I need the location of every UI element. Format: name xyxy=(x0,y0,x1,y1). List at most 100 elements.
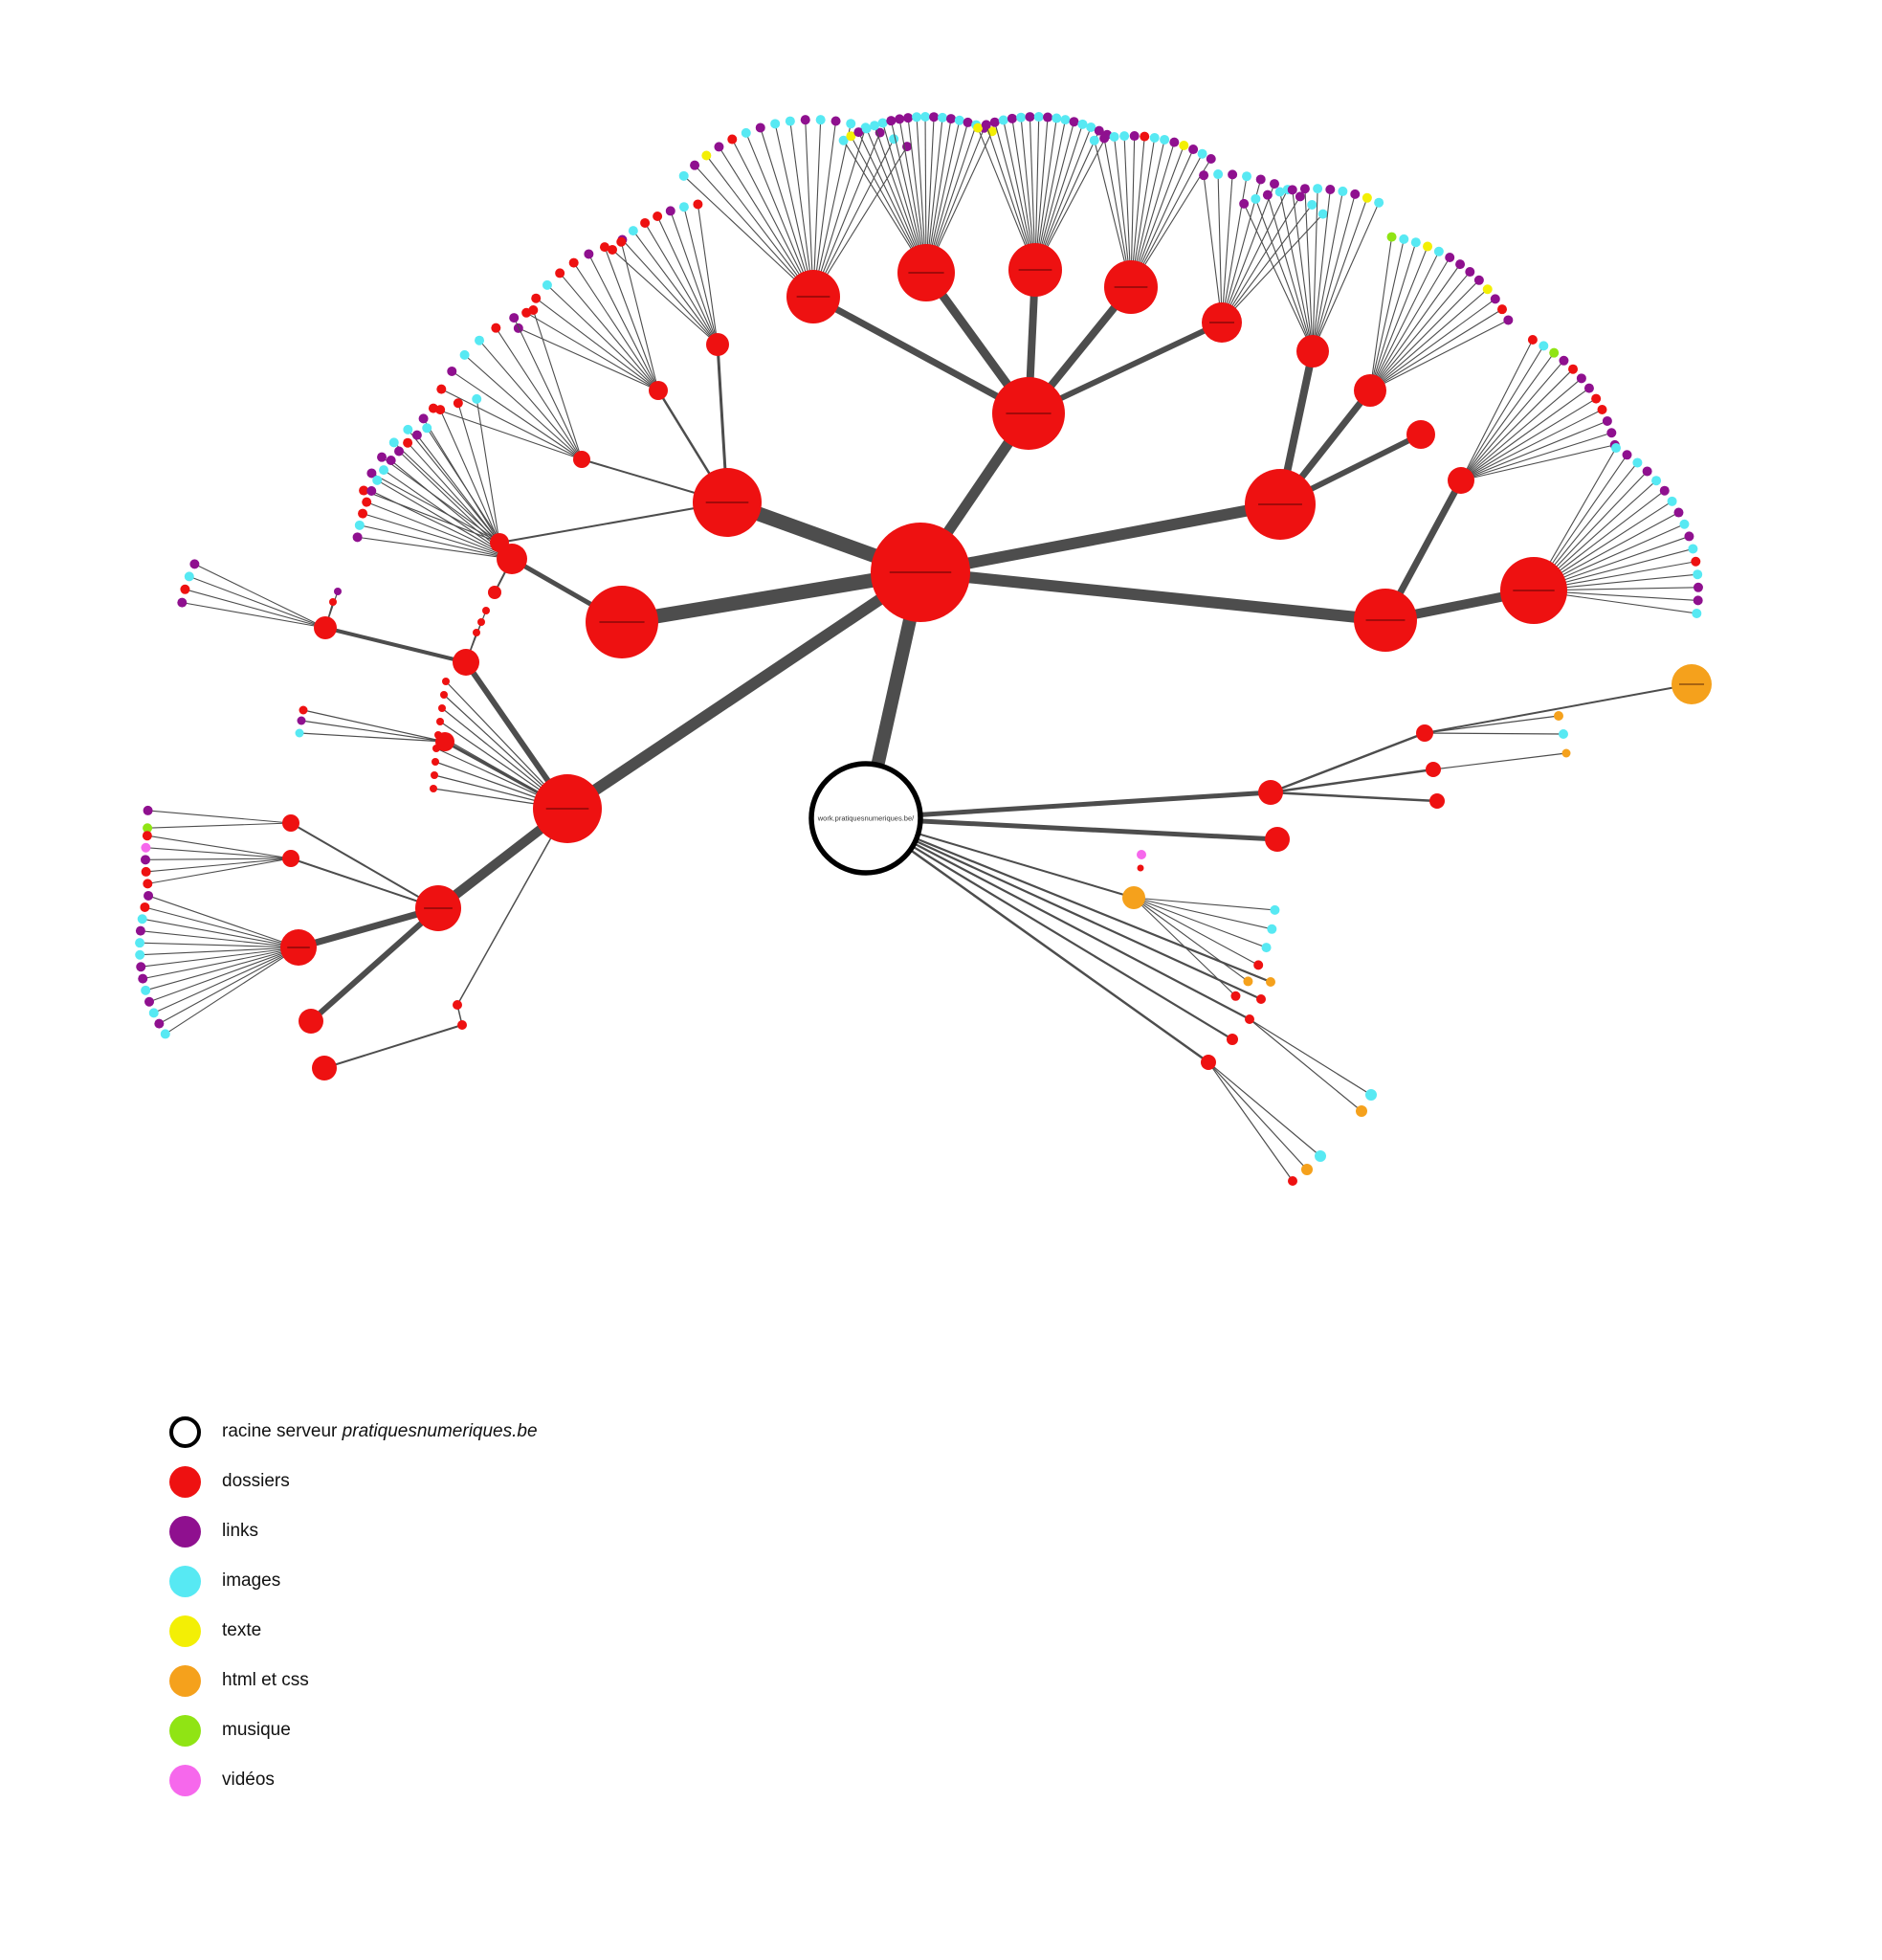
file-node-links[interactable] xyxy=(1325,184,1336,194)
file-node-html[interactable] xyxy=(1561,748,1571,758)
file-node-musique[interactable] xyxy=(1386,232,1397,242)
file-node-links[interactable] xyxy=(800,115,810,125)
file-node-images[interactable] xyxy=(1119,131,1130,142)
file-node-images[interactable] xyxy=(1060,115,1071,125)
file-node-images[interactable] xyxy=(1374,197,1384,208)
folder-node[interactable] xyxy=(453,1000,462,1010)
file-node-dossier[interactable] xyxy=(1497,304,1508,315)
folder-node[interactable] xyxy=(1296,335,1329,368)
file-node-images[interactable] xyxy=(1679,519,1690,529)
file-node-links[interactable] xyxy=(386,456,396,466)
folder-node[interactable] xyxy=(453,649,479,676)
file-node-links[interactable] xyxy=(1025,112,1035,122)
file-node-links[interactable] xyxy=(1455,259,1466,270)
file-node-links[interactable] xyxy=(1269,179,1279,189)
html-node[interactable] xyxy=(1266,977,1275,987)
file-node-images[interactable] xyxy=(1317,209,1328,219)
file-node-dossier[interactable] xyxy=(362,497,372,507)
file-node-links[interactable] xyxy=(1255,174,1266,185)
file-node-texte[interactable] xyxy=(846,131,856,142)
file-node-links[interactable] xyxy=(447,366,457,376)
folder-node[interactable] xyxy=(1258,780,1283,805)
file-node-dossier[interactable] xyxy=(436,384,447,394)
file-node-links[interactable] xyxy=(334,588,342,595)
file-node-images[interactable] xyxy=(1307,199,1317,210)
file-node-images[interactable] xyxy=(137,914,147,924)
file-node-links[interactable] xyxy=(1583,383,1594,393)
file-node-images[interactable] xyxy=(1365,1089,1377,1101)
file-node-links[interactable] xyxy=(394,446,405,457)
file-node-images[interactable] xyxy=(1338,186,1348,196)
file-node-links[interactable] xyxy=(1239,198,1250,209)
file-node-dossier[interactable] xyxy=(140,902,150,912)
file-node-dossier[interactable] xyxy=(143,879,153,889)
file-node-dossier[interactable] xyxy=(358,508,368,519)
file-node-images[interactable] xyxy=(741,127,751,138)
folder-node[interactable] xyxy=(1416,724,1433,742)
file-node-dossier[interactable] xyxy=(1230,991,1241,1001)
file-node-dossier[interactable] xyxy=(180,584,190,594)
file-node-dossier[interactable] xyxy=(727,134,738,145)
file-node-dossier[interactable] xyxy=(436,718,444,725)
file-node-links[interactable] xyxy=(886,116,897,126)
file-node-links[interactable] xyxy=(144,890,154,901)
file-node-dossier[interactable] xyxy=(528,305,539,316)
folder-node[interactable] xyxy=(299,1009,323,1034)
file-node-images[interactable] xyxy=(785,116,795,126)
root-server-node[interactable] xyxy=(808,761,923,876)
file-node-links[interactable] xyxy=(1007,113,1017,123)
file-node-links[interactable] xyxy=(1199,170,1209,181)
file-node-dossier[interactable] xyxy=(1691,556,1701,567)
file-node-links[interactable] xyxy=(154,1018,165,1029)
file-node-html[interactable] xyxy=(1554,711,1563,721)
file-node-links[interactable] xyxy=(1576,373,1586,384)
file-node-images[interactable] xyxy=(295,728,304,738)
file-node-dossier[interactable] xyxy=(403,437,413,448)
file-node-images[interactable] xyxy=(1261,943,1272,953)
file-node-dossier[interactable] xyxy=(440,691,448,699)
file-node-images[interactable] xyxy=(954,115,964,125)
file-node-dossier[interactable] xyxy=(359,485,369,496)
file-node-links[interactable] xyxy=(352,532,363,543)
file-node-images[interactable] xyxy=(354,520,365,530)
file-node-musique[interactable] xyxy=(143,823,153,834)
file-node-images[interactable] xyxy=(1539,341,1549,351)
file-node-links[interactable] xyxy=(1490,294,1500,304)
file-node-texte[interactable] xyxy=(1423,241,1433,252)
file-node-images[interactable] xyxy=(1251,193,1261,204)
file-node-links[interactable] xyxy=(1673,507,1684,518)
folder-node[interactable] xyxy=(1265,827,1290,852)
file-node-links[interactable] xyxy=(1622,450,1632,460)
file-node-links[interactable] xyxy=(853,127,864,138)
folder-node[interactable] xyxy=(282,814,299,832)
file-node-dossier[interactable] xyxy=(477,618,485,626)
file-node-dossier[interactable] xyxy=(1253,960,1264,970)
file-node-dossier[interactable] xyxy=(1527,334,1538,345)
file-node-dossier[interactable] xyxy=(438,704,446,712)
file-node-texte[interactable] xyxy=(973,122,984,133)
file-node-images[interactable] xyxy=(472,393,482,404)
file-node-links[interactable] xyxy=(963,117,973,127)
folder-node[interactable] xyxy=(1256,994,1266,1004)
file-node-links[interactable] xyxy=(903,113,914,123)
file-node-links[interactable] xyxy=(1602,415,1612,426)
html-node[interactable] xyxy=(1122,886,1145,909)
file-node-links[interactable] xyxy=(1559,355,1569,366)
file-node-images[interactable] xyxy=(1632,457,1643,468)
file-node-links[interactable] xyxy=(1262,189,1273,200)
folder-node[interactable] xyxy=(1448,467,1474,494)
file-node-links[interactable] xyxy=(1659,485,1670,496)
file-node-texte[interactable] xyxy=(1482,284,1493,295)
folder-node[interactable] xyxy=(497,544,527,574)
file-node-images[interactable] xyxy=(1313,184,1323,194)
folder-node[interactable] xyxy=(457,1020,467,1030)
file-node-musique[interactable] xyxy=(1549,347,1560,358)
file-node-images[interactable] xyxy=(148,1008,159,1018)
file-node-html[interactable] xyxy=(1301,1164,1313,1175)
folder-node[interactable] xyxy=(1426,762,1441,777)
file-node-dossier[interactable] xyxy=(640,217,651,228)
file-node-links[interactable] xyxy=(830,116,841,126)
file-node-images[interactable] xyxy=(1692,608,1702,618)
file-node-images[interactable] xyxy=(912,112,922,122)
folder-node[interactable] xyxy=(706,333,729,356)
